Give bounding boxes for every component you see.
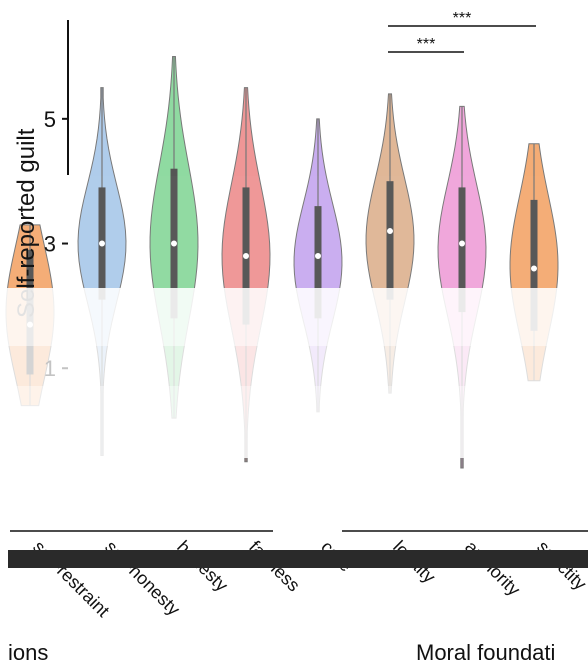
- image-artifact-band: [0, 386, 588, 458]
- x-tick-label: self-honesty: [101, 537, 184, 620]
- x-tick-label: self-restraint: [29, 537, 113, 621]
- violin-iqr-box: [458, 187, 466, 313]
- violin-iqr-box: [314, 206, 322, 319]
- violin-median: [531, 265, 537, 272]
- violin-median: [99, 240, 105, 247]
- group-label: Moral foundati: [416, 640, 555, 665]
- group-label: ions: [8, 640, 48, 665]
- significance-label: ***: [417, 36, 436, 53]
- y-axis-label: Self-reported guilt: [13, 128, 40, 318]
- x-tick-label: authority: [461, 537, 524, 600]
- violin-median: [171, 240, 177, 247]
- violin-iqr-box: [530, 199, 538, 331]
- image-artifact-band: [0, 346, 588, 386]
- violin-median: [387, 228, 393, 235]
- image-artifact-band: [0, 176, 588, 288]
- image-artifact-band: [0, 288, 588, 346]
- y-tick-label: 5: [44, 107, 56, 132]
- significance-brackets: *** ***: [388, 10, 536, 53]
- violin-iqr-box: [386, 181, 394, 300]
- significance-label: ***: [453, 10, 472, 27]
- violin-median: [243, 253, 249, 259]
- y-tick-label: 3: [44, 232, 56, 257]
- violin-median: [459, 240, 465, 247]
- label-overlay-bar: [8, 550, 588, 568]
- violin-median: [315, 253, 321, 259]
